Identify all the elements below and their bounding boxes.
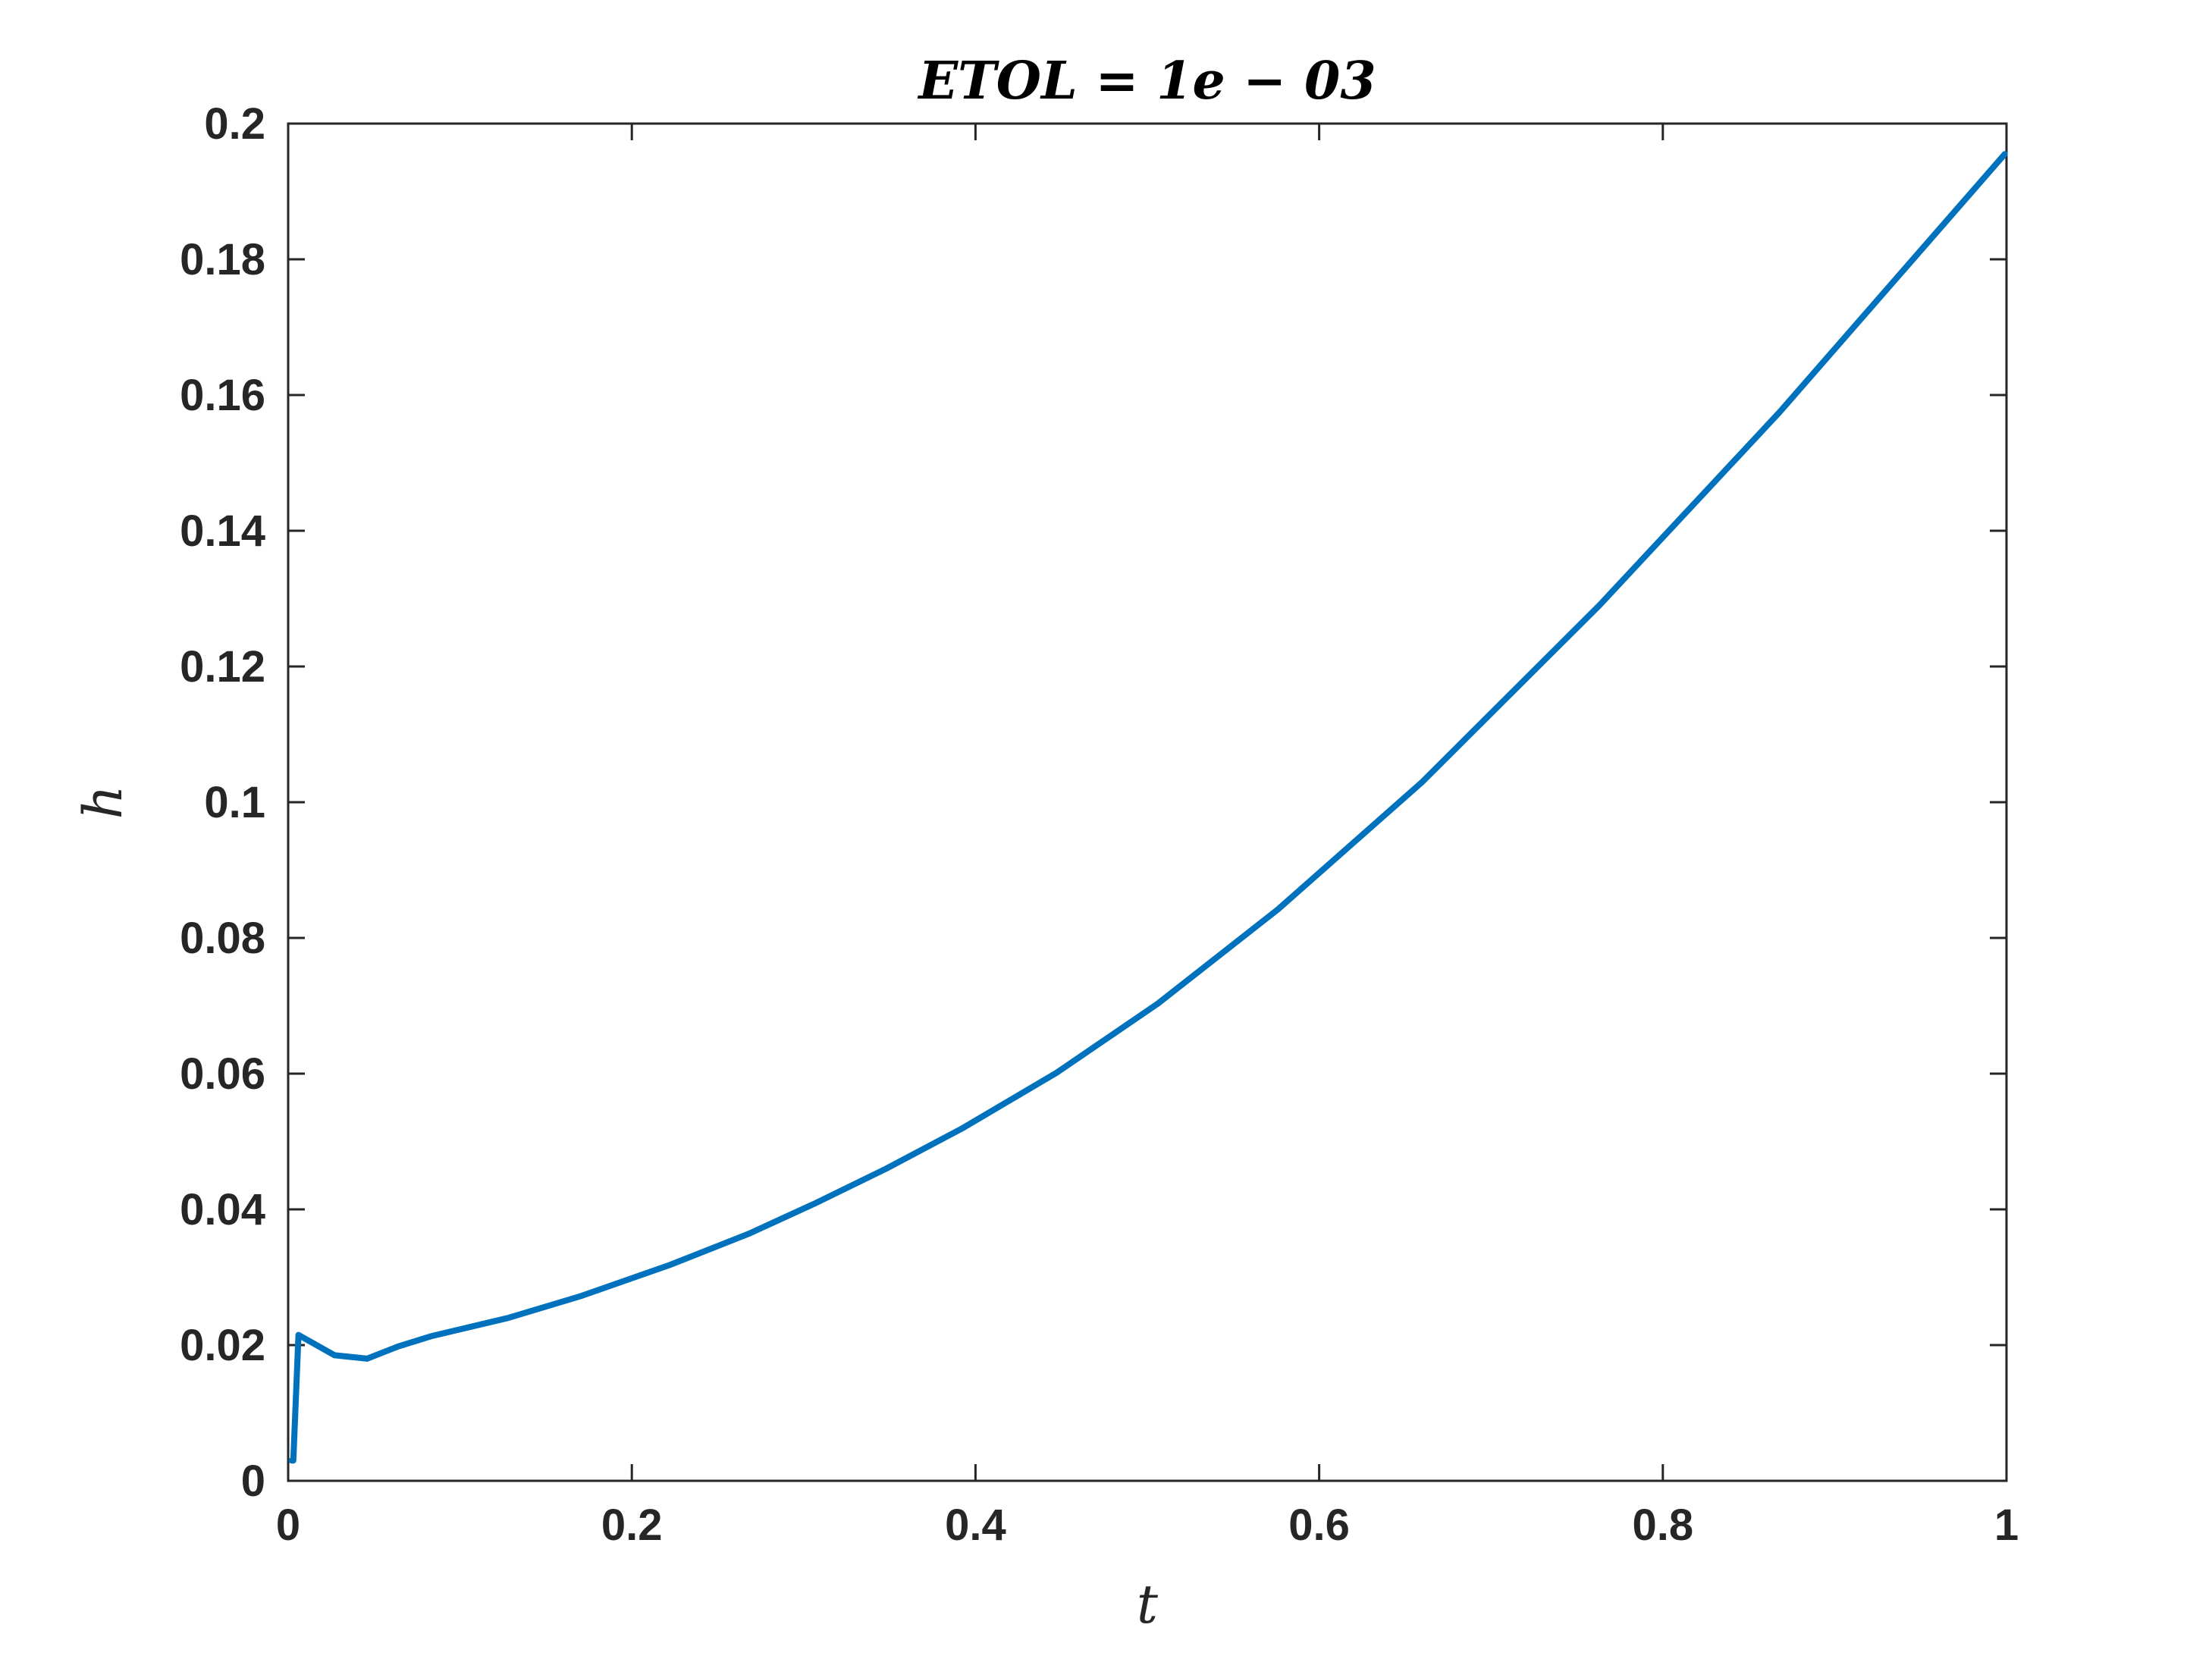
- y-tick-label: 0.18: [180, 235, 265, 284]
- x-tick-label: 0.8: [1632, 1501, 1693, 1550]
- chart-title: ETOL = 1e − 03: [917, 51, 1376, 111]
- x-tick-label: 0.4: [945, 1501, 1006, 1550]
- plot-area: 0 0.2 0.4 0.6 0.8 1 00.020.040.060.080.10.120…: [180, 99, 2019, 1550]
- series-layer: [288, 151, 2008, 1464]
- y-tick-label: 0.08: [180, 914, 265, 963]
- x-axis-tick-labels: 0 0.2 0.4 0.6 0.8 1: [276, 1501, 2019, 1550]
- y-tick-label: 0.16: [180, 371, 265, 420]
- y-tick-label: 0: [241, 1457, 265, 1506]
- x-tick-label: 0.2: [601, 1501, 663, 1550]
- y-tick-label: 0.02: [180, 1321, 265, 1370]
- x-axis-label: t: [1137, 1573, 1159, 1635]
- axes-box: [287, 122, 2008, 1482]
- y-tick-label: 0.06: [180, 1049, 265, 1099]
- y-tick-label: 0.14: [180, 506, 265, 556]
- y-tick-label: 0.04: [180, 1185, 265, 1234]
- y-axis-label: h: [72, 785, 134, 819]
- y-tick-label: 0.2: [204, 99, 265, 149]
- series-line-0: [288, 151, 2008, 1464]
- x-axis-ticks: [287, 124, 2008, 1481]
- x-tick-label: 0: [276, 1501, 300, 1550]
- x-tick-label: 1: [1994, 1501, 2019, 1550]
- y-tick-label: 0.12: [180, 642, 265, 692]
- y-axis-tick-labels: 0 0.02 0.04 0.06 0.08 0.1 0.12 0.14 0.16 0.18 0.2: [180, 99, 265, 1506]
- y-tick-label: 0.1: [204, 778, 265, 827]
- x-tick-label: 0.6: [1288, 1501, 1350, 1550]
